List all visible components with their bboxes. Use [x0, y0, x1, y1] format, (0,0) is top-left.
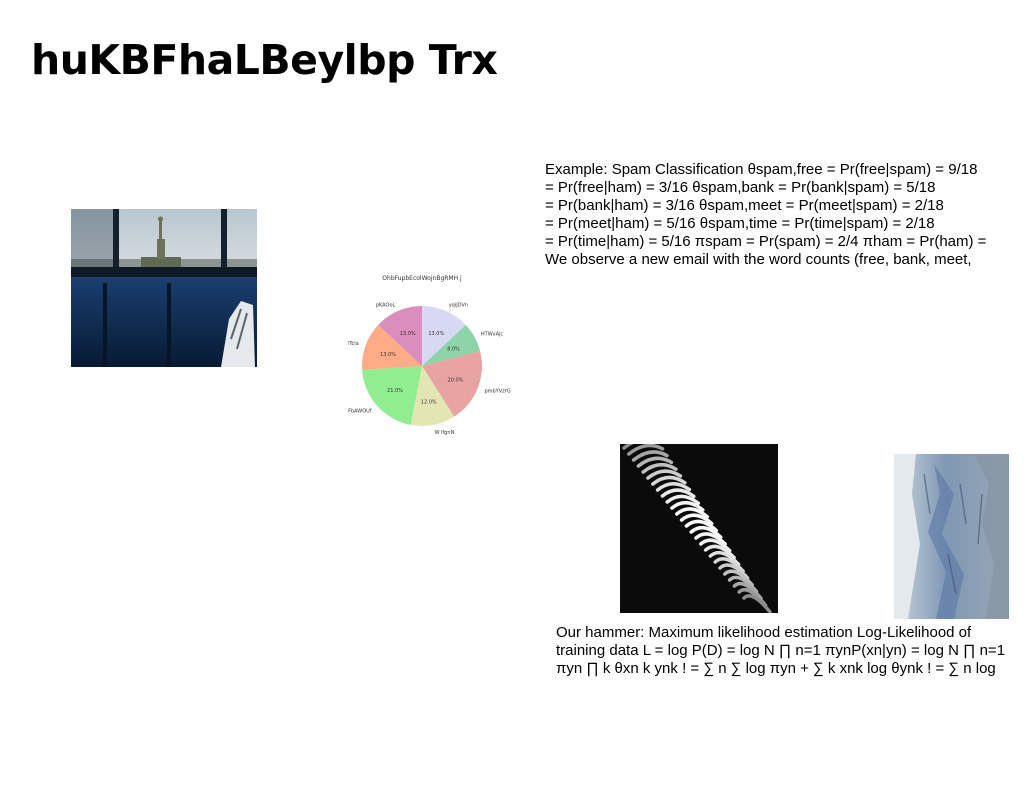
wave-stroke [703, 544, 736, 560]
wave-stroke [718, 563, 750, 580]
pie-chart: OhbFupbEcolWojnBgRMH j 13.0% yqiJDVn 8.0% H… [340, 268, 520, 452]
text-line: = Pr(time|ham) = 5/16 πspam = Pr(spam) =… [545, 233, 987, 250]
text-line: = Pr(meet|ham) = 5/16 θspam,time = Pr(ti… [545, 215, 935, 232]
wave-stroke [646, 469, 683, 480]
slice-category-label: HTWvAjc [481, 332, 504, 338]
slice-category-label: W lfgnN [435, 430, 455, 436]
wave-stroke [627, 444, 665, 456]
wave-stroke [708, 550, 741, 567]
text-line: πyn ∏ k θxn k ynk ! = ∑ n ∑ log πyn + ∑ … [556, 660, 996, 677]
page-title: huKBFhaLBeylbp Trx [31, 36, 498, 84]
wave-stroke [641, 463, 678, 474]
abstract-wave-illustration [620, 444, 778, 613]
abstract-wave-photo [620, 444, 778, 613]
wave-stroke [675, 507, 710, 519]
slice-category-label: !Tcla [347, 341, 358, 347]
text-line: Our hammer: Maximum likelihood estimatio… [556, 624, 972, 641]
wave-stroke [631, 450, 669, 462]
wave-stroke [713, 557, 745, 573]
slice-category-label: FbAWOUf [348, 408, 372, 414]
pie-slice [362, 366, 422, 425]
slice-value-label: 21.0% [387, 388, 403, 394]
slice-value-label: 13.0% [400, 331, 416, 337]
statue-window-illustration [71, 209, 257, 367]
wave-stroke [670, 500, 705, 512]
wave-stroke [651, 475, 687, 486]
statue-window-photo [71, 209, 257, 367]
text-line: We observe a new email with the word cou… [545, 251, 972, 268]
slice-category-label: yqiJDVn [449, 302, 468, 308]
slice-value-label: 8.0% [447, 347, 460, 353]
rock-cliff-photo [894, 454, 1009, 619]
wave-stroke [665, 494, 701, 505]
pie-slice [422, 324, 481, 366]
slice-value-label: 12.0% [421, 399, 437, 405]
rock-cliff-illustration [894, 454, 1009, 619]
wave-stroke [742, 594, 772, 613]
pie-slice [422, 351, 482, 417]
pie-chart-svg: OhbFupbEcolWojnBgRMH j 13.0% yqiJDVn 8.0% H… [347, 275, 511, 436]
slice-category-label: pKAOoL [376, 302, 396, 308]
wave-stroke [699, 538, 732, 553]
text-line: = Pr(bank|ham) = 3/16 θspam,meet = Pr(me… [545, 197, 944, 214]
pie-slice [422, 306, 466, 366]
slice-value-label: 20.0% [448, 377, 464, 383]
pie-slice [362, 324, 422, 370]
slice-category-label: pmbYVzrG [484, 389, 510, 395]
wave-stroke [679, 513, 714, 526]
pie-slice [378, 306, 422, 366]
wave-stroke [622, 444, 634, 450]
spam-classification-text: Example: Spam Classification θspam,free … [545, 161, 1015, 269]
maximum-likelihood-text: Our hammer: Maximum likelihood estimatio… [556, 624, 1022, 678]
wave-stroke [689, 525, 723, 539]
wave-stroke [694, 532, 727, 546]
pie-slice [410, 366, 455, 426]
slice-value-label: 13.0% [380, 352, 396, 358]
text-line: = Pr(free|ham) = 3/16 θspam,bank = Pr(ba… [545, 179, 936, 196]
chart-title: OhbFupbEcolWojnBgRMH j [382, 275, 462, 282]
text-line: Example: Spam Classification θspam,free … [545, 161, 978, 178]
wave-stroke [723, 569, 754, 587]
wave-stroke [660, 488, 696, 499]
wave-stroke [684, 519, 718, 533]
wave-stroke [636, 456, 674, 468]
wave-stroke [655, 481, 692, 492]
slice-value-label: 13.0% [428, 331, 444, 337]
text-line: training data L = log P(D) = log N ∏ n=1… [556, 642, 1006, 659]
